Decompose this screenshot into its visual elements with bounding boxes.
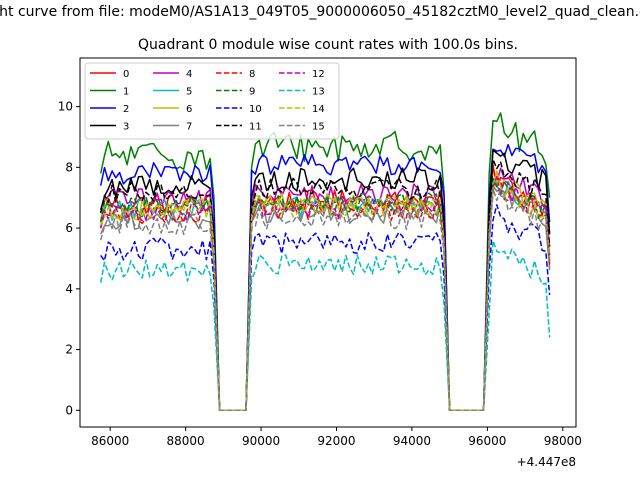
y-tick-label: 6 — [65, 221, 73, 235]
legend-label: 12 — [312, 69, 325, 80]
legend-frame — [84, 62, 340, 140]
legend-label: 8 — [249, 69, 255, 80]
series-line-14 — [100, 179, 551, 412]
series-line-9 — [99, 177, 551, 412]
legend-label: 2 — [123, 104, 129, 115]
chart-suptitle: Light curve from file: modeM0/AS1A13_049… — [0, 4, 640, 20]
x-tick-label: 96000 — [468, 434, 506, 448]
y-tick-label: 0 — [65, 403, 73, 417]
y-tick-label: 8 — [65, 160, 73, 174]
chart-title: Quadrant 0 module wise count rates with … — [138, 37, 518, 53]
legend-label: 3 — [123, 122, 129, 133]
legend-label: 1 — [123, 87, 129, 98]
legend-label: 4 — [186, 69, 192, 80]
legend-label: 13 — [312, 87, 325, 98]
x-tick-label: 98000 — [544, 434, 582, 448]
y-tick-label: 2 — [65, 343, 73, 357]
x-tick-label: 88000 — [167, 434, 205, 448]
x-tick-label: 86000 — [91, 434, 129, 448]
x-tick-label: 92000 — [317, 434, 355, 448]
legend-label: 6 — [186, 104, 192, 115]
y-tick-label: 4 — [65, 282, 73, 296]
y-tick-label: 10 — [58, 100, 73, 114]
legend-label: 14 — [312, 104, 325, 115]
plot-frame — [79, 57, 577, 428]
legend-label: 5 — [186, 87, 192, 98]
x-tick-label: 90000 — [242, 434, 280, 448]
series-layer — [99, 112, 551, 412]
axes-layer: 86000 88000 90000 92000 94000 96000 98000 0 2 4 6 8… — [58, 100, 582, 448]
legend-label: 0 — [123, 69, 129, 80]
legend-label: 9 — [249, 87, 255, 98]
legend-label: 11 — [249, 122, 262, 133]
legend-label: 7 — [186, 122, 192, 133]
series-line-15 — [99, 187, 551, 412]
x-offset-label: +4.447e8 — [517, 455, 576, 469]
legend-label: 10 — [249, 104, 262, 115]
legend-label: 15 — [312, 122, 325, 133]
x-tick-label: 94000 — [393, 434, 431, 448]
series-line-10 — [100, 204, 551, 412]
